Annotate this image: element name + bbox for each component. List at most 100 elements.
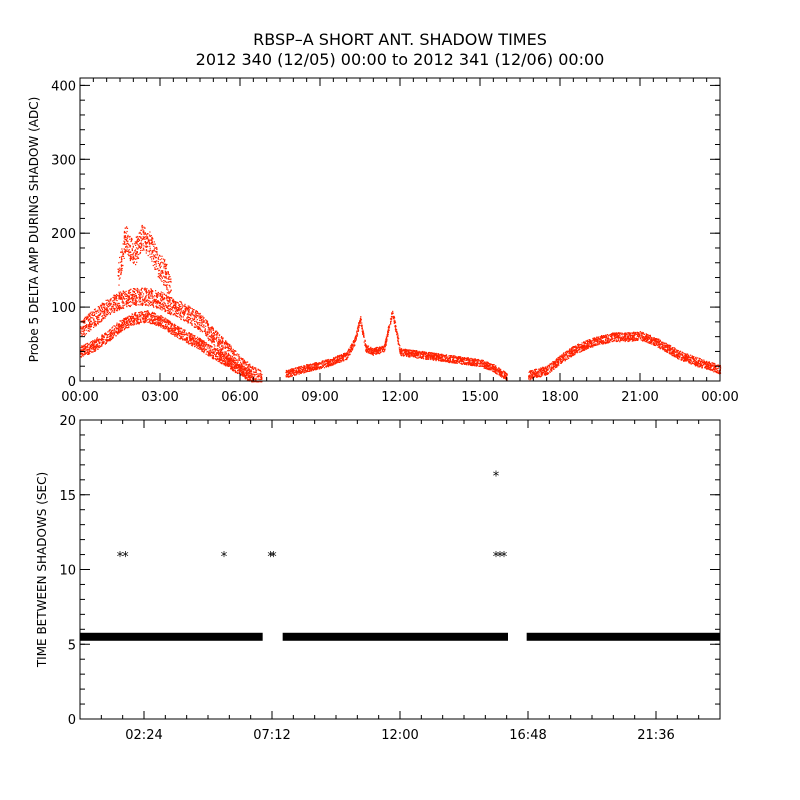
data-point (84, 327, 86, 329)
data-point (239, 368, 241, 370)
data-point (123, 329, 125, 331)
data-point (155, 256, 157, 258)
data-point (133, 290, 136, 293)
data-point (82, 326, 84, 328)
data-point (123, 325, 125, 327)
data-point (137, 257, 140, 259)
data-point (119, 305, 121, 307)
data-point (133, 251, 135, 254)
data-point (168, 312, 170, 314)
data-point (360, 320, 362, 322)
data-point (167, 302, 169, 305)
data-point (202, 341, 204, 343)
data-point (177, 313, 179, 315)
data-point (230, 368, 232, 370)
data-point (96, 344, 98, 347)
data-point (189, 317, 192, 320)
data-point (183, 313, 185, 315)
data-point (157, 324, 159, 326)
data-point (364, 339, 366, 341)
data-point (241, 366, 243, 368)
data-point (113, 329, 115, 331)
data-point (174, 301, 176, 303)
data-point (160, 319, 162, 321)
data-point (126, 230, 128, 233)
data-point (176, 315, 178, 318)
data-point (127, 323, 129, 325)
data-point (84, 350, 86, 352)
data-point (303, 366, 306, 368)
data-point (150, 304, 152, 306)
data-point (82, 355, 84, 357)
data-point (127, 292, 130, 294)
data-point (123, 320, 125, 322)
data-point (143, 288, 145, 290)
data-point (379, 349, 381, 351)
data-point (82, 325, 84, 328)
data-point (378, 353, 380, 355)
data-point (205, 353, 207, 355)
data-point (323, 360, 325, 363)
data-point (347, 353, 349, 355)
data-point (139, 318, 141, 320)
data-point (323, 367, 326, 369)
data-point (322, 365, 324, 367)
data-point (134, 253, 137, 255)
data-point (376, 350, 378, 352)
data-point (121, 269, 123, 272)
data-point (246, 377, 248, 379)
data-point (227, 360, 229, 362)
data-point (236, 371, 238, 373)
data-point (136, 251, 138, 253)
data-point (152, 301, 154, 303)
data-point (235, 357, 237, 359)
data-point (147, 299, 149, 302)
data-point (126, 324, 129, 326)
data-point (293, 368, 295, 370)
data-point (342, 357, 344, 359)
data-point (342, 354, 344, 356)
data-point (160, 279, 162, 281)
data-point (212, 328, 214, 330)
data-point (136, 287, 138, 290)
data-point (325, 360, 327, 362)
data-point (142, 231, 144, 233)
data-point (187, 340, 190, 342)
data-point (118, 302, 120, 304)
data-point (120, 269, 122, 271)
data-point (321, 364, 323, 366)
data-point (162, 327, 164, 329)
data-point (135, 304, 137, 306)
data-point (306, 364, 308, 366)
data-point (160, 317, 162, 319)
data-point (164, 284, 166, 286)
data-point (190, 315, 192, 317)
data-point (137, 322, 139, 325)
data-point (122, 297, 124, 299)
data-point (174, 304, 176, 306)
data-point (252, 368, 254, 370)
data-point (89, 341, 92, 343)
data-point (89, 350, 91, 352)
data-point (211, 336, 213, 338)
data-point (237, 364, 239, 366)
data-point (130, 324, 132, 326)
data-point (369, 352, 371, 354)
data-point (95, 325, 97, 327)
data-point (226, 341, 228, 343)
data-point (138, 318, 140, 321)
data-point (168, 291, 170, 293)
data-point (285, 376, 287, 378)
data-point (336, 356, 338, 358)
data-point (214, 357, 216, 360)
data-point (120, 330, 122, 332)
data-point (191, 324, 193, 326)
data-point (207, 324, 209, 326)
data-point (111, 337, 113, 340)
data-point (134, 254, 136, 257)
data-point (163, 284, 165, 286)
data-point (121, 294, 123, 296)
data-point (196, 347, 198, 349)
data-point (200, 315, 202, 317)
data-point (142, 238, 144, 240)
